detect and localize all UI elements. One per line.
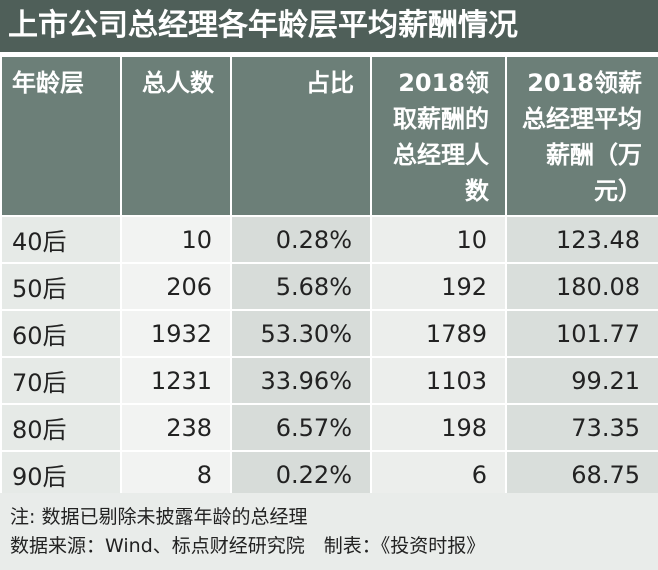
table-cell: 8 (120, 450, 232, 499)
table-cell: 33.96% (230, 356, 372, 405)
table-cell: 1932 (120, 309, 232, 358)
table-cell: 192 (370, 262, 507, 311)
table-cell: 1231 (120, 356, 232, 405)
table-cell: 80后 (0, 403, 122, 452)
header-row: 年龄层 总人数 占比 2018领取薪酬的总经理人数 2018领薪总经理平均薪酬（万元） (0, 55, 658, 217)
table-cell: 0.22% (230, 450, 372, 499)
table-cell: 180.08 (505, 262, 658, 311)
table-cell: 1789 (370, 309, 507, 358)
table-cell: 90后 (0, 450, 122, 499)
table-cell: 6.57% (230, 403, 372, 452)
note-line: 注: 数据已剔除未披露年龄的总经理 (10, 506, 308, 528)
table-row: 50后 206 5.68% 192 180.08 (0, 262, 658, 311)
header-cell: 总人数 (120, 55, 232, 217)
header-cell: 占比 (230, 55, 372, 217)
table-cell: 53.30% (230, 309, 372, 358)
table-row: 80后 238 6.57% 198 73.35 (0, 403, 658, 452)
salary-table: 年龄层 总人数 占比 2018领取薪酬的总经理人数 2018领薪总经理平均薪酬（万元） … (0, 55, 658, 499)
table-cell: 238 (120, 403, 232, 452)
title: 上市公司总经理各年龄层平均薪酬情况 (0, 0, 658, 52)
table-cell: 60后 (0, 309, 122, 358)
table-row: 60后 1932 53.30% 1789 101.77 (0, 309, 658, 358)
table-cell: 70后 (0, 356, 122, 405)
table-cell: 99.21 (505, 356, 658, 405)
table-cell: 206 (120, 262, 232, 311)
table-row: 40后 10 0.28% 10 123.48 (0, 215, 658, 264)
table-body: 40后 10 0.28% 10 123.48 50后 206 5.68% 192 180.08 60… (0, 215, 658, 499)
table-cell: 10 (370, 215, 507, 264)
table-cell: 101.77 (505, 309, 658, 358)
table-cell: 6 (370, 450, 507, 499)
table-row: 70后 1231 33.96% 1103 99.21 (0, 356, 658, 405)
header-cell: 2018领取薪酬的总经理人数 (370, 55, 507, 217)
note-line: 数据来源：Wind、标点财经研究院 制表：《投资时报》 (10, 535, 486, 557)
table-cell: 50后 (0, 262, 122, 311)
notes: 注: 数据已剔除未披露年龄的总经理数据来源：Wind、标点财经研究院 制表：《投… (0, 493, 658, 570)
table-cell: 123.48 (505, 215, 658, 264)
table-cell: 10 (120, 215, 232, 264)
table-row: 90后 8 0.22% 6 68.75 (0, 450, 658, 499)
table-cell: 5.68% (230, 262, 372, 311)
table-cell: 198 (370, 403, 507, 452)
table-cell: 40后 (0, 215, 122, 264)
header-cell: 年龄层 (0, 55, 122, 217)
table-cell: 68.75 (505, 450, 658, 499)
table-cell: 73.35 (505, 403, 658, 452)
header-cell: 2018领薪总经理平均薪酬（万元） (505, 55, 658, 217)
table-cell: 1103 (370, 356, 507, 405)
table-cell: 0.28% (230, 215, 372, 264)
